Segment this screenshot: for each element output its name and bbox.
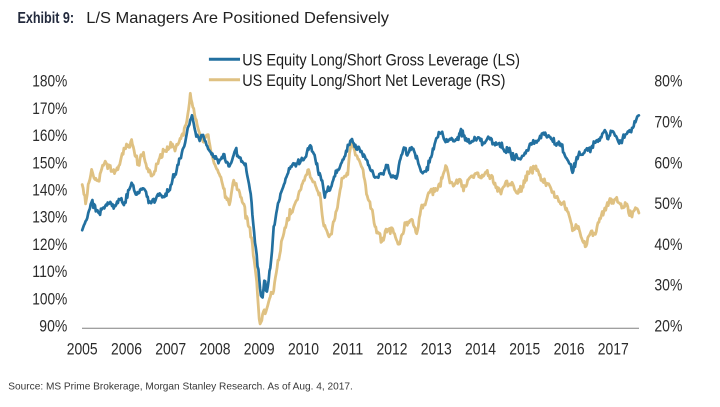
svg-text:2008: 2008 (200, 340, 231, 359)
svg-text:100%: 100% (32, 289, 67, 308)
svg-text:90%: 90% (39, 317, 67, 336)
svg-text:170%: 170% (32, 99, 67, 118)
svg-text:2005: 2005 (67, 340, 98, 359)
svg-text:120%: 120% (32, 235, 67, 254)
svg-text:2009: 2009 (244, 340, 275, 359)
svg-text:Exhibit 9:: Exhibit 9: (18, 10, 75, 27)
svg-text:2010: 2010 (288, 340, 319, 359)
svg-text:60%: 60% (654, 153, 682, 172)
svg-text:US Equity Long/Short Gross Lev: US Equity Long/Short Gross Leverage (LS) (242, 51, 520, 70)
svg-text:160%: 160% (32, 126, 67, 145)
svg-text:2011: 2011 (332, 340, 363, 359)
svg-text:70%: 70% (654, 113, 682, 132)
svg-text:110%: 110% (32, 262, 67, 281)
svg-text:2015: 2015 (509, 340, 540, 359)
svg-text:130%: 130% (32, 208, 67, 227)
svg-text:2016: 2016 (554, 340, 585, 359)
svg-text:2012: 2012 (377, 340, 408, 359)
svg-text:US Equity Long/Short Net Lever: US Equity Long/Short Net Leverage (RS) (242, 71, 505, 90)
svg-text:150%: 150% (32, 153, 67, 172)
svg-text:40%: 40% (654, 235, 682, 254)
svg-text:2014: 2014 (465, 340, 496, 359)
svg-text:20%: 20% (654, 317, 682, 336)
svg-text:2007: 2007 (155, 340, 186, 359)
svg-text:L/S Managers Are Positioned De: L/S Managers Are Positioned Defensively (86, 10, 389, 27)
svg-text:2013: 2013 (421, 340, 452, 359)
svg-text:180%: 180% (32, 72, 67, 91)
svg-text:2006: 2006 (111, 340, 142, 359)
svg-text:50%: 50% (654, 194, 682, 213)
svg-text:30%: 30% (654, 276, 682, 295)
svg-text:2017: 2017 (598, 340, 629, 359)
svg-text:Source: MS Prime Brokerage, Mo: Source: MS Prime Brokerage, Morgan Stanl… (8, 382, 353, 393)
svg-text:140%: 140% (32, 181, 67, 200)
svg-text:80%: 80% (654, 72, 682, 91)
